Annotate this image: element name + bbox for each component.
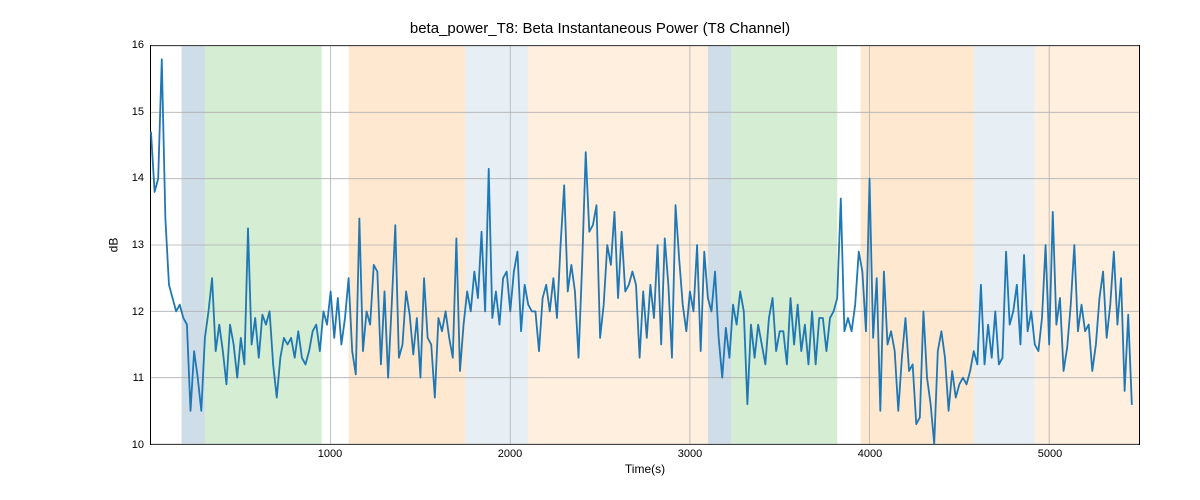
x-axis-label: Time(s) [150, 462, 1140, 476]
x-tick-label: 1000 [318, 448, 342, 460]
y-tick-label: 15 [104, 106, 144, 118]
y-tick-label: 11 [104, 372, 144, 384]
x-tick-label: 5000 [1038, 448, 1062, 460]
plot-area [150, 45, 1140, 445]
plot-svg [151, 46, 1139, 444]
chart-title: beta_power_T8: Beta Instantaneous Power … [0, 20, 1200, 37]
y-tick-label: 13 [104, 239, 144, 251]
y-tick-label: 14 [104, 172, 144, 184]
x-tick-label: 4000 [858, 448, 882, 460]
y-tick-label: 12 [104, 306, 144, 318]
y-tick-label: 16 [104, 39, 144, 51]
y-tick-label: 10 [104, 439, 144, 451]
x-tick-label: 3000 [678, 448, 702, 460]
figure: beta_power_T8: Beta Instantaneous Power … [0, 0, 1200, 500]
x-tick-label: 2000 [498, 448, 522, 460]
